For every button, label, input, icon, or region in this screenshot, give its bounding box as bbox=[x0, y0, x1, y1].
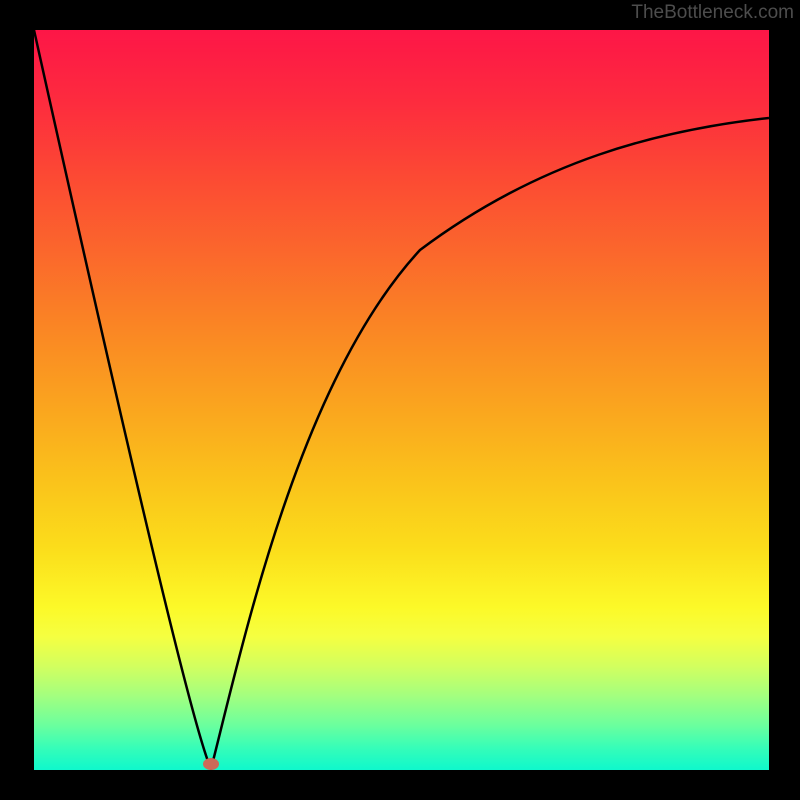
chart-svg bbox=[0, 0, 800, 800]
attribution-text: TheBottleneck.com bbox=[631, 2, 794, 24]
plot-gradient bbox=[34, 30, 769, 770]
chart-container: { "attribution": "TheBottleneck.com", "c… bbox=[0, 0, 800, 800]
dip-marker bbox=[203, 758, 219, 770]
